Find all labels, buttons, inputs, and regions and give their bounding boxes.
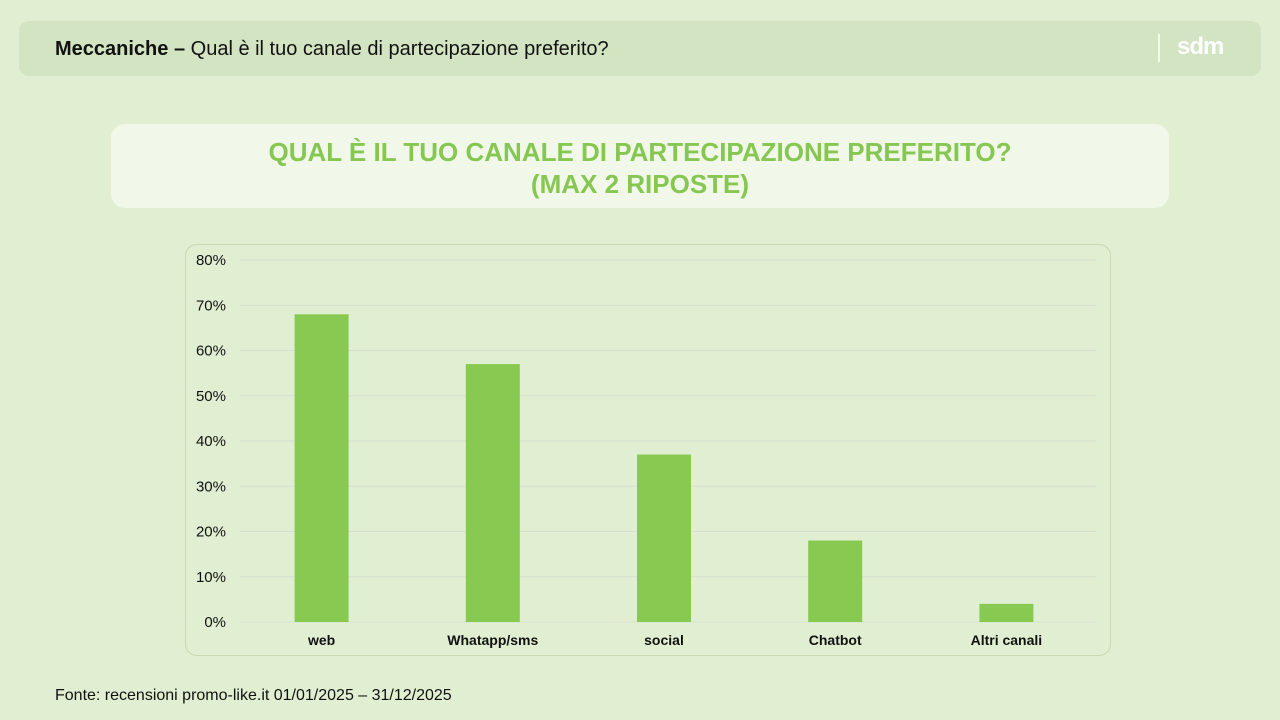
source-note: Fonte: recensioni promo-like.it 01/01/20… [55, 687, 452, 704]
y-tick-label: 50% [196, 388, 226, 405]
y-tick-label: 30% [196, 478, 226, 495]
y-tick-label: 60% [196, 343, 226, 360]
y-tick-label: 40% [196, 433, 226, 450]
bar-altri-canali [979, 603, 1034, 622]
y-tick-label: 20% [196, 524, 226, 541]
chart-subtitle: (MAX 2 RIPOSTE) [530, 169, 750, 199]
chart-frame [185, 244, 1111, 656]
x-tick-label: Altri canali [971, 632, 1043, 648]
y-tick-label: 70% [196, 297, 226, 314]
x-tick-label: social [644, 632, 684, 648]
sdm-logo: sdm [1177, 33, 1224, 60]
chart-title-banner: QUAL È IL TUO CANALE DI PARTECIPAZIONE P… [111, 124, 1169, 208]
y-tick-label: 0% [204, 614, 226, 631]
y-tick-label: 10% [196, 569, 226, 586]
slide-title: Meccaniche – Qual è il tuo canale di par… [55, 38, 609, 60]
bar-social [637, 454, 691, 622]
x-tick-label: Whatapp/sms [447, 632, 538, 648]
header-bar: Meccaniche – Qual è il tuo canale di par… [19, 21, 1261, 76]
y-tick-label: 80% [196, 252, 226, 269]
bar-chatbot [808, 540, 863, 622]
x-tick-label: web [307, 632, 335, 648]
divider [1158, 34, 1160, 62]
bar-whatapp-sms [465, 364, 520, 622]
bar-web [294, 314, 349, 622]
x-tick-label: Chatbot [809, 632, 862, 648]
chart-title: QUAL È IL TUO CANALE DI PARTECIPAZIONE P… [268, 137, 1012, 167]
